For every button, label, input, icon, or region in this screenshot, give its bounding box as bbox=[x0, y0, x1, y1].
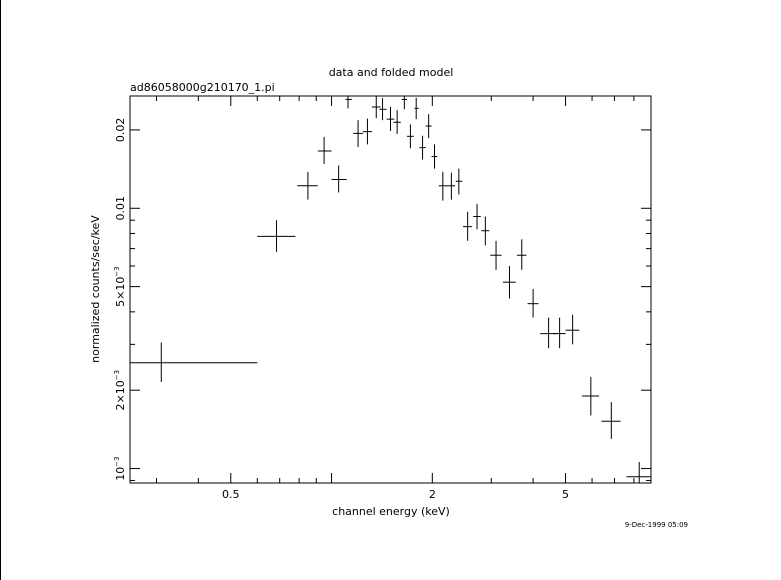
data-point bbox=[331, 165, 347, 193]
chart-title: data and folded model bbox=[329, 66, 454, 79]
data-point bbox=[317, 136, 332, 164]
data-point bbox=[401, 96, 407, 110]
window-edge-rule bbox=[0, 0, 1, 580]
data-point bbox=[431, 144, 438, 169]
data-point bbox=[130, 342, 258, 383]
data-point bbox=[473, 203, 481, 230]
data-point bbox=[481, 216, 490, 246]
data-point bbox=[419, 135, 426, 160]
data-point bbox=[438, 171, 448, 201]
data-point bbox=[297, 171, 318, 200]
x-tick-label: 5 bbox=[562, 488, 569, 501]
data-point bbox=[353, 120, 363, 147]
data-point bbox=[345, 96, 352, 109]
y-axis-label: normalized counts/sec/keV bbox=[89, 215, 102, 363]
data-point bbox=[393, 110, 401, 134]
x-tick-labels: 0.5 2 5 bbox=[222, 488, 569, 501]
data-point bbox=[490, 240, 502, 270]
y-tick-label: 10−3 bbox=[113, 456, 127, 480]
chart-subtitle: ad86058000g210170_1.pi bbox=[130, 81, 275, 94]
data-point bbox=[379, 98, 387, 121]
y-tick-label: 5×10−3 bbox=[113, 266, 127, 307]
data-point bbox=[406, 124, 414, 149]
data-point bbox=[553, 317, 566, 349]
plot-timestamp: 9-Dec-1999 05:09 bbox=[625, 521, 688, 529]
data-point bbox=[463, 211, 473, 241]
x-tick-label: 2 bbox=[429, 488, 436, 501]
x-axis-label: channel energy (keV) bbox=[332, 505, 450, 518]
data-point bbox=[516, 239, 527, 270]
data-point bbox=[626, 461, 651, 483]
data-point bbox=[455, 168, 463, 195]
plot-frame bbox=[129, 95, 652, 484]
data-point bbox=[540, 317, 557, 349]
data-point bbox=[502, 266, 516, 299]
tick-marks bbox=[130, 96, 652, 483]
data-point bbox=[362, 118, 372, 145]
data-point bbox=[582, 376, 600, 416]
y-tick-label: 0.02 bbox=[114, 118, 127, 143]
data-point bbox=[527, 288, 539, 318]
data-point bbox=[414, 97, 419, 120]
y-tick-label: 2×10−3 bbox=[113, 370, 127, 411]
data-point bbox=[601, 402, 621, 439]
data-point bbox=[371, 96, 381, 119]
data-point bbox=[447, 172, 456, 200]
x-tick-label: 0.5 bbox=[222, 488, 240, 501]
data-point bbox=[257, 220, 296, 252]
data-point bbox=[386, 106, 395, 132]
y-tick-labels: 10−3 2×10−3 5×10−3 0.01 0.02 bbox=[113, 118, 127, 481]
data-point bbox=[565, 314, 580, 345]
data-points bbox=[130, 96, 651, 483]
data-point bbox=[425, 114, 432, 139]
y-tick-label: 0.01 bbox=[114, 196, 127, 221]
